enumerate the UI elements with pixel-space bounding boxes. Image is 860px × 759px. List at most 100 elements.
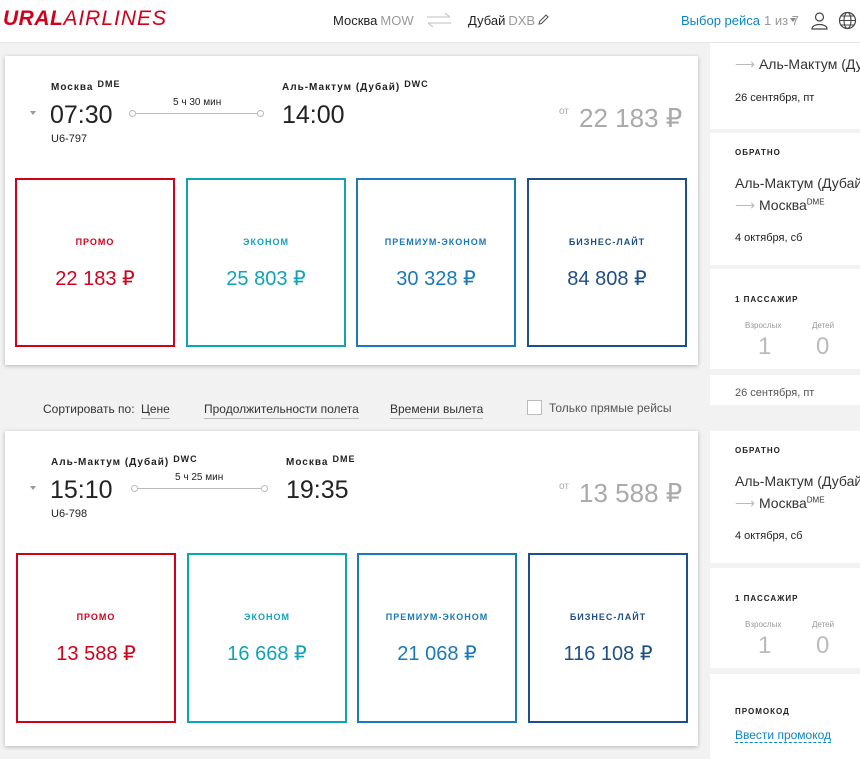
- flight-number: U6-797: [51, 133, 88, 145]
- departure-time: 15:10: [50, 476, 113, 504]
- sort-by-price[interactable]: Цене: [141, 402, 170, 419]
- passengers-summary: 1 ПАССАЖИР Взрослых 1 Детей 0: [710, 568, 860, 668]
- destination-city: Дубай: [468, 13, 506, 28]
- from-label: от: [559, 481, 569, 492]
- departure-code: DWC: [173, 454, 198, 464]
- fare-name: ПРОМО: [75, 237, 115, 247]
- fare-business-lite[interactable]: БИЗНЕС-ЛАЙТ 84 808 ₽: [527, 178, 687, 347]
- departure-city: Аль-Мактум (Дубай) DWC: [51, 454, 198, 468]
- fare-econom[interactable]: ЭКОНОМ 16 668 ₽: [187, 553, 347, 723]
- enter-promo-link[interactable]: Ввести промокод: [735, 728, 832, 743]
- children-label: Детей: [812, 620, 835, 629]
- direct-only-label[interactable]: Только прямые рейсы: [549, 401, 672, 415]
- step-counter: 1 из 7: [763, 13, 799, 28]
- flight-card[interactable]: Москва DME 07:30 U6-797 5 ч 30 мин Аль-Ма…: [5, 56, 698, 365]
- destination-selector[interactable]: Дубай DXB: [468, 13, 535, 28]
- flight-duration: 5 ч 25 мин: [175, 472, 224, 483]
- fare-promo[interactable]: ПРОМО 13 588 ₽: [16, 553, 176, 723]
- fare-econom[interactable]: ЭКОНОМ 25 803 ₽: [186, 178, 346, 347]
- fare-name: ЭКОНОМ: [243, 237, 289, 247]
- passengers-header: 1 ПАССАЖИР: [735, 295, 799, 304]
- swap-arrows-icon[interactable]: [424, 11, 454, 29]
- fare-price: 13 588 ₽: [56, 643, 136, 665]
- flight-duration: 5 ч 30 мин: [173, 97, 222, 108]
- origin-code: MOW: [380, 13, 414, 28]
- return-summary: ОБРАТНО Аль-Мактум (Дубай) ⟶ МоскваDME 4…: [710, 133, 860, 265]
- fare-price: 25 803 ₽: [226, 268, 306, 290]
- arrival-code: DWC: [404, 79, 429, 89]
- select-flight-label: Выбор рейса: [681, 13, 760, 28]
- passengers-header: 1 ПАССАЖИР: [735, 594, 799, 603]
- fare-name: ПРЕМИУМ-ЭКОНОМ: [384, 237, 488, 247]
- sort-label: Сортировать по:: [43, 402, 135, 416]
- min-price: 22 183 ₽: [579, 103, 683, 133]
- return-departure-city: Аль-Мактум (Дубай): [735, 473, 860, 489]
- outbound-summary-repeat: 26 сентября, пт: [710, 375, 860, 405]
- edit-pencil-icon[interactable]: [537, 13, 550, 26]
- fare-price: 16 668 ₽: [227, 643, 307, 665]
- arrival-time: 14:00: [282, 101, 345, 129]
- promo-header: ПРОМОКОД: [735, 707, 790, 716]
- return-departure-city: Аль-Мактум (Дубай): [735, 175, 860, 191]
- return-date: 4 октября, сб: [735, 530, 803, 542]
- fare-price: 30 328 ₽: [396, 268, 476, 290]
- destination-code: DXB: [508, 13, 536, 28]
- flight-card[interactable]: Аль-Мактум (Дубай) DWC 15:10 U6-798 5 ч 2…: [5, 431, 698, 746]
- route-end-dot: [261, 485, 268, 492]
- arrival-time: 19:35: [286, 476, 349, 504]
- expand-triangle-icon[interactable]: [30, 486, 36, 490]
- fare-price: 116 108 ₽: [563, 643, 653, 665]
- user-icon[interactable]: [810, 11, 829, 30]
- fare-business-lite[interactable]: БИЗНЕС-ЛАЙТ 116 108 ₽: [528, 553, 688, 723]
- route-line: [133, 113, 261, 114]
- min-price: 13 588 ₽: [579, 478, 683, 508]
- globe-icon[interactable]: [838, 11, 857, 30]
- outbound-arrival-city: ⟶ Аль-Мактум (Дубай): [735, 56, 860, 72]
- children-count[interactable]: 0: [816, 632, 830, 659]
- return-summary: ОБРАТНО Аль-Мактум (Дубай) ⟶ МоскваDME 4…: [710, 431, 860, 563]
- expand-triangle-icon[interactable]: [30, 111, 36, 115]
- return-arrival-city: ⟶ МоскваDME: [735, 197, 825, 213]
- route-start-dot: [131, 485, 138, 492]
- sort-by-departure[interactable]: Времени вылета: [390, 402, 484, 419]
- origin-selector[interactable]: Москва MOW: [333, 13, 414, 28]
- return-header: ОБРАТНО: [735, 148, 781, 157]
- arrival-code: DME: [332, 454, 356, 464]
- departure-city: Москва DME: [51, 79, 121, 93]
- route-line: [135, 488, 265, 489]
- children-count[interactable]: 0: [816, 333, 830, 360]
- from-label: от: [559, 106, 569, 117]
- return-arrival-city: ⟶ МоскваDME: [735, 495, 825, 511]
- return-header: ОБРАТНО: [735, 446, 781, 455]
- origin-city: Москва: [333, 13, 378, 28]
- adults-count[interactable]: 1: [758, 632, 772, 659]
- fare-premium-econom[interactable]: ПРЕМИУМ-ЭКОНОМ 21 068 ₽: [357, 553, 517, 723]
- chevron-down-icon[interactable]: [790, 18, 796, 22]
- fare-price: 84 808 ₽: [567, 268, 647, 290]
- fare-name: ПРОМО: [76, 612, 116, 622]
- adults-label: Взрослых: [745, 321, 782, 330]
- fare-name: ЭКОНОМ: [244, 612, 290, 622]
- route-end-dot: [257, 110, 264, 117]
- fare-price: 22 183 ₽: [55, 268, 135, 290]
- promo-section: ПРОМОКОД Ввести промокод: [710, 674, 860, 759]
- outbound-date-cut: 26 сентября, пт: [735, 387, 815, 399]
- fare-price: 21 068 ₽: [397, 643, 477, 665]
- departure-code: DME: [97, 79, 121, 89]
- adults-count[interactable]: 1: [758, 333, 772, 360]
- direct-only-checkbox[interactable]: [527, 400, 542, 415]
- flight-number: U6-798: [51, 508, 88, 520]
- fare-promo[interactable]: ПРОМО 22 183 ₽: [15, 178, 175, 347]
- fare-premium-econom[interactable]: ПРЕМИУМ-ЭКОНОМ 30 328 ₽: [356, 178, 516, 347]
- sort-by-duration[interactable]: Продолжительности полета: [204, 402, 359, 419]
- passengers-summary: 1 ПАССАЖИР Взрослых 1 Детей 0: [710, 269, 860, 369]
- flight-step-selector[interactable]: Выбор рейса 1 из 7: [681, 13, 799, 28]
- top-bar: URALAIRLINES Москва MOW Дубай DXB Выбор ре…: [0, 0, 860, 43]
- sort-bar: Сортировать по: Цене Продолжительности п…: [0, 392, 700, 422]
- booking-summary-sidebar: ⟶ Аль-Мактум (Дубай) 26 сентября, пт ОБР…: [708, 43, 860, 759]
- outbound-date: 26 сентября, пт: [735, 92, 815, 104]
- departure-time: 07:30: [50, 101, 113, 129]
- fare-name: БИЗНЕС-ЛАЙТ: [568, 237, 646, 247]
- ural-airlines-logo[interactable]: URALAIRLINES: [3, 7, 168, 30]
- route-start-dot: [129, 110, 136, 117]
